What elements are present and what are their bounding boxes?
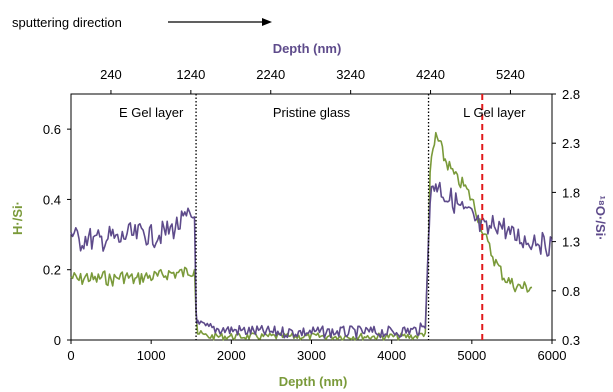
x-tick-label: 6000 — [538, 348, 567, 363]
x-tick-label: 3000 — [297, 348, 326, 363]
y2-tick-label: 0.8 — [562, 284, 580, 299]
x2-tick-label: 240 — [100, 67, 122, 82]
y-tick-label: 0.2 — [43, 263, 61, 278]
y2-tick-label: 1.8 — [562, 185, 580, 200]
sputtering-direction-label: sputtering direction — [12, 15, 122, 30]
y2-tick-label: 2.3 — [562, 136, 580, 151]
region-label: Pristine glass — [273, 105, 351, 120]
sputtering-direction-arrow — [168, 18, 272, 26]
y2-tick-label: 2.8 — [562, 87, 580, 102]
x-tick-label: 2000 — [217, 348, 246, 363]
x2-tick-label: 3240 — [336, 67, 365, 82]
x2-tick-label: 5240 — [496, 67, 525, 82]
y2-tick-label: 1.3 — [562, 235, 580, 250]
right-axis-title: ¹⁸O·/Si· — [593, 195, 608, 240]
y-tick-label: 0 — [54, 333, 61, 348]
series-line-1 — [70, 181, 553, 339]
y-tick-label: 0.4 — [43, 192, 61, 207]
region-label: E Gel layer — [119, 105, 184, 120]
x-tick-label: 5000 — [457, 348, 486, 363]
x2-tick-label: 2240 — [256, 67, 285, 82]
bottom-axis-title: Depth (nm) — [279, 374, 348, 389]
series-line-0 — [70, 131, 533, 341]
x2-tick-label: 1240 — [176, 67, 205, 82]
region-label: L Gel layer — [463, 105, 526, 120]
left-axis-title: H·/Si· — [10, 201, 25, 235]
plot-frame — [70, 93, 553, 341]
x-tick-label: 0 — [67, 348, 74, 363]
x2-tick-label: 4240 — [416, 67, 445, 82]
x-tick-label: 4000 — [377, 348, 406, 363]
y-tick-label: 0.6 — [43, 122, 61, 137]
x-tick-label: 1000 — [137, 348, 166, 363]
top-axis-title: Depth (nm) — [273, 41, 342, 56]
y2-tick-label: 0.3 — [562, 333, 580, 348]
